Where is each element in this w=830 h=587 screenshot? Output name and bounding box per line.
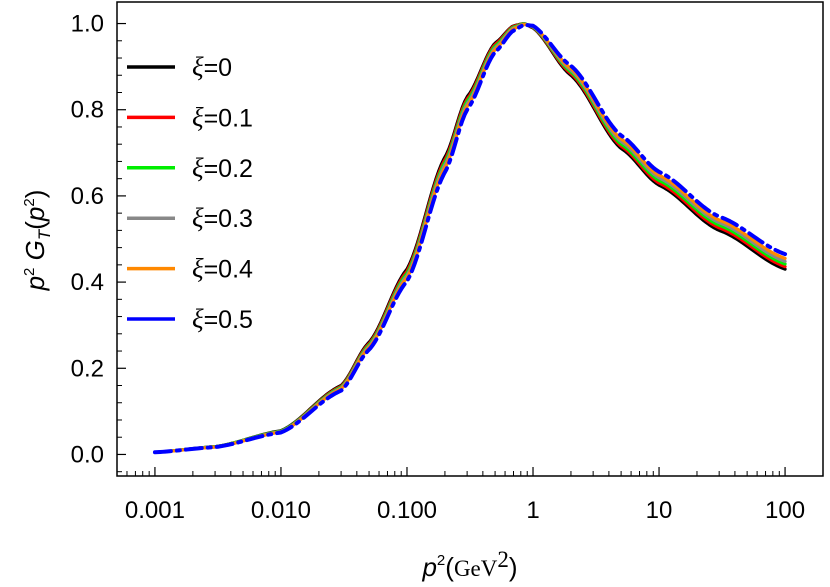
- legend-label-3: ξ=0.3: [192, 203, 253, 233]
- y-tick-label: 0.0: [71, 441, 104, 468]
- series-line-0: [153, 22, 787, 454]
- y-tick-label: 0.6: [71, 183, 104, 210]
- plot-frame: [116, 1, 824, 477]
- x-axis-title: p2(GeV2): [421, 547, 517, 582]
- x-ticks: 0.001 0.010 0.100 1 10 100: [125, 467, 805, 524]
- series-line-2: [153, 22, 787, 454]
- series-line-5: [152, 22, 788, 455]
- series-line-3: [153, 22, 787, 454]
- legend-label-2: ξ=0.2: [192, 153, 253, 183]
- x-tick-label: 0.001: [125, 497, 185, 524]
- x-tick-label: 1: [526, 497, 539, 524]
- legend-label-0: ξ=0: [192, 52, 232, 82]
- series-line-4: [153, 22, 787, 454]
- legend-label-5: ξ=0.5: [192, 304, 253, 334]
- x-tick-label: 0.010: [251, 497, 311, 524]
- y-tick-label: 1.0: [71, 11, 104, 38]
- y-tick-label: 0.8: [71, 97, 104, 124]
- x-tick-label: 0.100: [377, 497, 437, 524]
- y-axis-title: p2 GT(p2): [20, 190, 54, 292]
- y-tick-label: 0.4: [71, 269, 104, 296]
- x-tick-label: 10: [646, 497, 673, 524]
- legend-label-4: ξ=0.4: [192, 254, 253, 284]
- legend: ξ=0 ξ=0.1 ξ=0.2 ξ=0.3 ξ=0.4 ξ=0.5: [127, 52, 253, 334]
- legend-label-1: ξ=0.1: [192, 102, 253, 132]
- x-tick-label: 100: [765, 497, 805, 524]
- series-layer: [152, 22, 788, 455]
- y-tick-label: 0.2: [71, 355, 104, 382]
- y-ticks: 0.0 0.2 0.4 0.6 0.8 1.0: [71, 11, 126, 473]
- series-line-1: [153, 22, 787, 454]
